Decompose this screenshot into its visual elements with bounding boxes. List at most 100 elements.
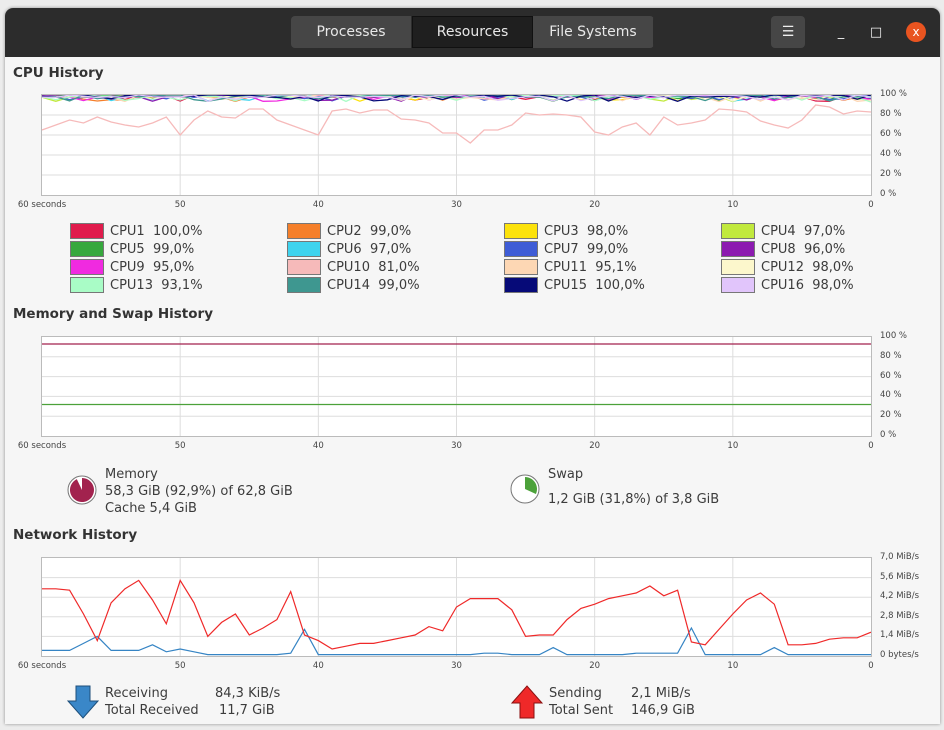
cpu-legend-item: CPU6 97,0% [287, 241, 411, 257]
y-tick-label: 7,0 MiB/s [880, 552, 920, 562]
cpu-color-swatch[interactable] [504, 259, 538, 275]
network-history-title: Network History [13, 527, 138, 543]
x-tick-label: 30 [451, 441, 462, 451]
y-tick-label: 80 % [880, 350, 902, 361]
cpu-legend-item: CPU8 96,0% [721, 241, 845, 257]
y-tick-label: 100 % [880, 89, 908, 99]
cpu-color-swatch[interactable] [70, 277, 104, 293]
cpu-legend-item: CPU5 99,0% [70, 241, 194, 257]
memory-value: 58,3 GiB (92,9%) of 62,8 GiB [105, 484, 293, 499]
cpu-name: CPU8 [761, 241, 796, 257]
view-switcher: Processes Resources File Systems [291, 16, 654, 48]
cpu-name: CPU1 [110, 223, 145, 239]
cpu-legend-item: CPU15 100,0% [504, 277, 645, 293]
sending-label: Sending [549, 686, 602, 701]
y-tick-label: 2,8 MiB/s [880, 610, 920, 621]
cpu-name: CPU6 [327, 241, 362, 257]
x-tick-label: 50 [174, 200, 186, 210]
cpu-legend-item: CPU11 95,1% [504, 259, 637, 275]
cpu-color-swatch[interactable] [287, 259, 321, 275]
y-tick-label: 0 % [880, 430, 897, 440]
cpu-name: CPU4 [761, 223, 796, 239]
cpu-color-swatch[interactable] [504, 241, 538, 257]
sending-arrow-icon [511, 685, 543, 719]
cpu-legend-item: CPU2 99,0% [287, 223, 411, 239]
cpu-name: CPU9 [110, 259, 145, 275]
cpu-legend-item: CPU7 99,0% [504, 241, 628, 257]
cpu-series-line-16 [42, 95, 871, 102]
cpu-name: CPU11 [544, 259, 587, 275]
cpu-series-line-10 [42, 104, 871, 144]
cpu-color-swatch[interactable] [70, 259, 104, 275]
cpu-color-swatch[interactable] [721, 259, 755, 275]
sending-series-line [42, 578, 871, 650]
cpu-color-swatch[interactable] [504, 277, 538, 293]
cpu-color-swatch[interactable] [287, 241, 321, 257]
cpu-color-swatch[interactable] [504, 223, 538, 239]
system-monitor-window: Processes Resources File Systems ☰ _ □ x… [5, 8, 940, 724]
receiving-value: 84,3 KiB/s [215, 686, 281, 701]
x-tick-label: 60 seconds [17, 661, 67, 671]
cpu-legend-item: CPU1 100,0% [70, 223, 203, 239]
x-tick-label: 0 [868, 441, 874, 451]
cpu-value: 96,0% [803, 241, 846, 257]
cpu-value: 99,0% [378, 277, 420, 293]
cpu-color-swatch[interactable] [70, 223, 104, 239]
cpu-legend-item: CPU9 95,0% [70, 259, 194, 275]
cpu-name: CPU12 [761, 259, 804, 275]
cpu-name: CPU2 [327, 223, 362, 239]
x-tick-label: 30 [451, 200, 462, 210]
menu-button[interactable]: ☰ [771, 16, 805, 48]
cpu-history-title: CPU History [13, 65, 104, 81]
cpu-value: 97,0% [369, 241, 412, 257]
cpu-name: CPU13 [110, 277, 153, 293]
y-tick-label: 80 % [880, 109, 902, 119]
y-tick-label: 60 % [880, 129, 902, 139]
total-received-label: Total Received [105, 703, 199, 718]
x-tick-label: 50 [174, 441, 186, 451]
cpu-value: 81,0% [378, 259, 420, 275]
close-button[interactable]: x [906, 22, 926, 42]
x-tick-label: 40 [312, 200, 324, 210]
cpu-name: CPU7 [544, 241, 579, 257]
x-tick-label: 50 [174, 661, 186, 671]
maximize-button[interactable]: □ [869, 24, 883, 40]
tab-processes[interactable]: Processes [291, 16, 412, 48]
cpu-color-swatch[interactable] [287, 223, 321, 239]
y-tick-label: 60 % [880, 370, 902, 381]
total-received-value: 11,7 GiB [219, 703, 275, 718]
memory-pie-icon [67, 475, 97, 505]
cpu-color-swatch[interactable] [721, 277, 755, 293]
cpu-color-swatch[interactable] [70, 241, 104, 257]
cpu-name: CPU3 [544, 223, 579, 239]
y-tick-label: 1,4 MiB/s [880, 630, 920, 641]
cpu-value: 98,0% [586, 223, 629, 239]
cpu-value: 95,1% [595, 259, 637, 275]
x-tick-label: 0 [868, 200, 874, 210]
y-tick-label: 100 % [880, 331, 908, 341]
cpu-value: 99,0% [586, 241, 629, 257]
cpu-legend-item: CPU16 98,0% [721, 277, 854, 293]
cpu-color-swatch[interactable] [721, 223, 755, 239]
y-tick-label: 0 bytes/s [880, 650, 919, 660]
memory-history-title: Memory and Swap History [13, 306, 213, 322]
header-bar: Processes Resources File Systems ☰ _ □ x [5, 8, 940, 57]
x-tick-label: 40 [312, 441, 324, 451]
total-sent-value: 146,9 GiB [631, 703, 695, 718]
tab-resources[interactable]: Resources [412, 16, 533, 48]
cpu-value: 98,0% [812, 277, 854, 293]
cpu-name: CPU10 [327, 259, 370, 275]
y-tick-label: 20 % [880, 410, 902, 421]
tab-file-systems[interactable]: File Systems [533, 16, 654, 48]
cpu-value: 99,0% [152, 241, 195, 257]
cpu-legend-item: CPU3 98,0% [504, 223, 628, 239]
y-tick-label: 4,2 MiB/s [880, 591, 920, 602]
cpu-color-swatch[interactable] [287, 277, 321, 293]
x-tick-label: 20 [589, 661, 601, 671]
total-sent-label: Total Sent [549, 703, 614, 718]
cpu-legend-item: CPU4 97,0% [721, 223, 845, 239]
cpu-color-swatch[interactable] [721, 241, 755, 257]
cpu-value: 95,0% [152, 259, 195, 275]
cpu-value: 100,0% [152, 223, 203, 239]
minimize-button[interactable]: _ [837, 24, 845, 40]
